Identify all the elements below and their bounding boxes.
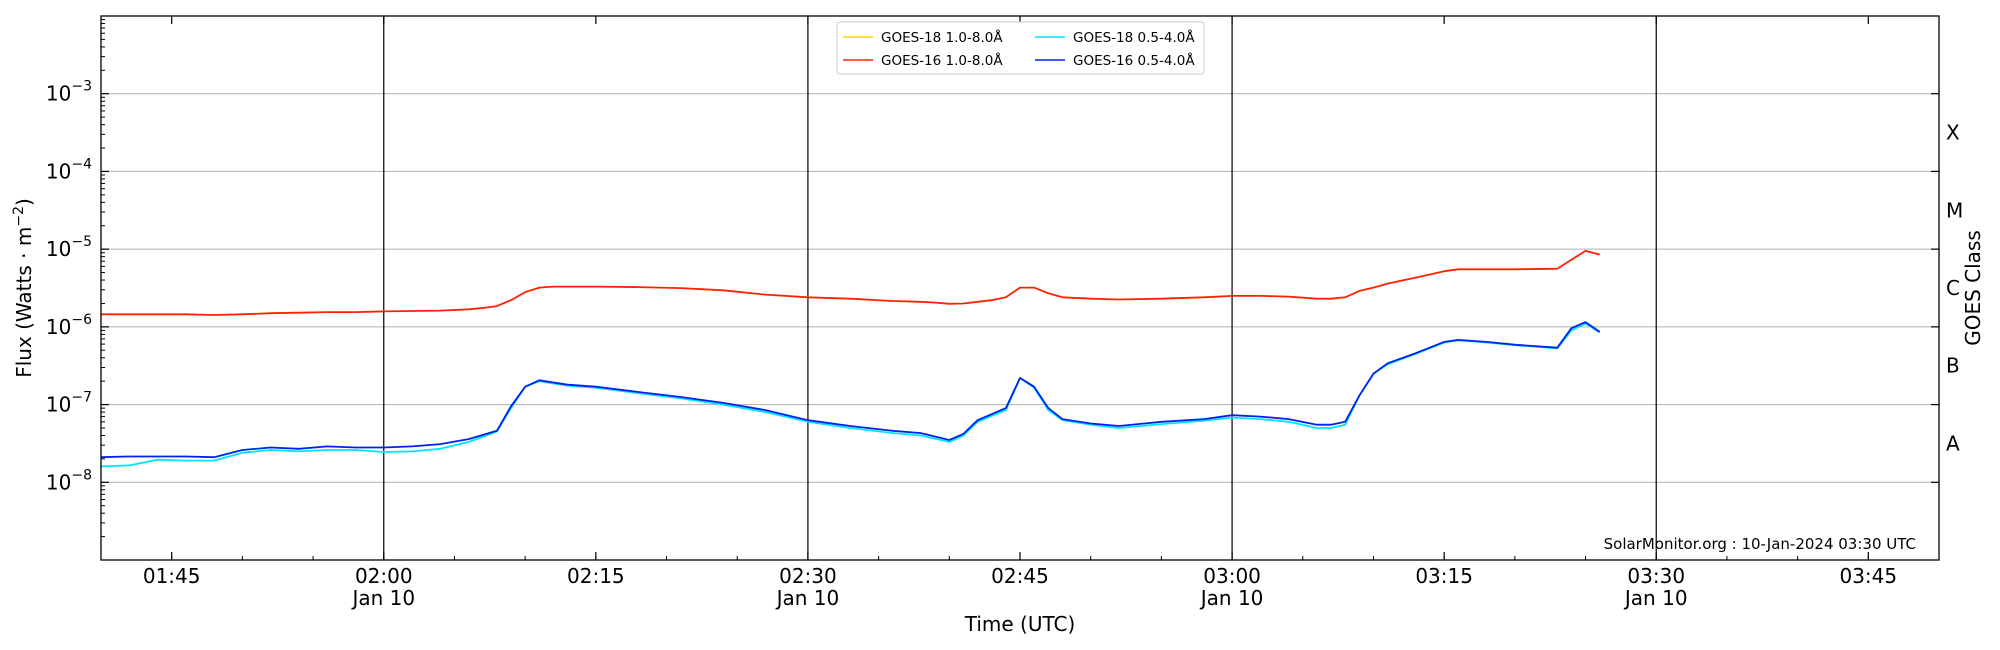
x-tick-date-label: Jan 10: [350, 586, 415, 610]
x-tick-label: 03:30: [1627, 564, 1685, 588]
day-separator-lines: [383, 16, 1657, 560]
x-tick-date-label: Jan 10: [1623, 586, 1688, 610]
y-tick-labels: 10−8 10−7 10−6 10−5 10−4 10−3: [46, 79, 92, 495]
x-tick-label: 02:15: [567, 564, 625, 588]
goes-class-label-c: C: [1946, 276, 1960, 300]
legend-box: [836, 21, 1205, 75]
y-tick-label: 10−5: [46, 234, 92, 261]
legend-label-goes18-long: GOES-18 1.0-8.0Å: [881, 29, 1003, 46]
x-tick-label: 02:30: [779, 564, 837, 588]
legend-label-goes16-short: GOES-16 0.5-4.0Å: [1073, 52, 1195, 69]
x-tick-label: 02:45: [991, 564, 1049, 588]
goes-class-axis-title: GOES Class: [1961, 230, 1985, 346]
y-tick-label: 10−6: [46, 312, 92, 339]
x-tick-label: 03:00: [1203, 564, 1261, 588]
credit-text: SolarMonitor.org : 10-Jan-2024 03:30 UTC: [1604, 535, 1916, 553]
series-line-goes-16-0-5-4-0-: [100, 321, 1601, 459]
goes-class-label-a: A: [1946, 431, 1960, 455]
series-lines: [100, 249, 1601, 468]
x-tick-label: 03:15: [1415, 564, 1473, 588]
goes-class-label-b: B: [1946, 354, 1960, 378]
plot-frame: [100, 15, 1940, 561]
y-tick-label: 10−4: [46, 156, 92, 183]
goes-class-labels: A B C M X: [1946, 121, 1963, 456]
x-tick-label: 02:00: [355, 564, 413, 588]
goes-class-label-m: M: [1946, 198, 1963, 222]
goes-class-label-x: X: [1946, 121, 1960, 145]
series-line-goes-16-1-0-8-0-: [101, 249, 1600, 316]
x-tick-label: 01:45: [143, 564, 201, 588]
y-axis-title: Flux (Watts · m−2): [11, 198, 36, 378]
y-tick-label: 10−3: [46, 79, 92, 106]
x-tick-label: 03:45: [1839, 564, 1897, 588]
legend-label-goes18-short: GOES-18 0.5-4.0Å: [1073, 29, 1195, 46]
legend: GOES-18 1.0-8.0Å GOES-16 1.0-8.0Å GOES-1…: [836, 21, 1205, 75]
y-tick-label: 10−8: [46, 467, 92, 494]
axis-ticks: [100, 16, 1940, 560]
gridlines: [101, 93, 1939, 483]
legend-label-goes16-long: GOES-16 1.0-8.0Å: [881, 52, 1003, 69]
x-axis-title: Time (UTC): [964, 612, 1076, 636]
y-tick-label: 10−7: [46, 390, 92, 417]
x-tick-date-label: Jan 10: [775, 586, 840, 610]
x-tick-date-label: Jan 10: [1199, 586, 1264, 610]
